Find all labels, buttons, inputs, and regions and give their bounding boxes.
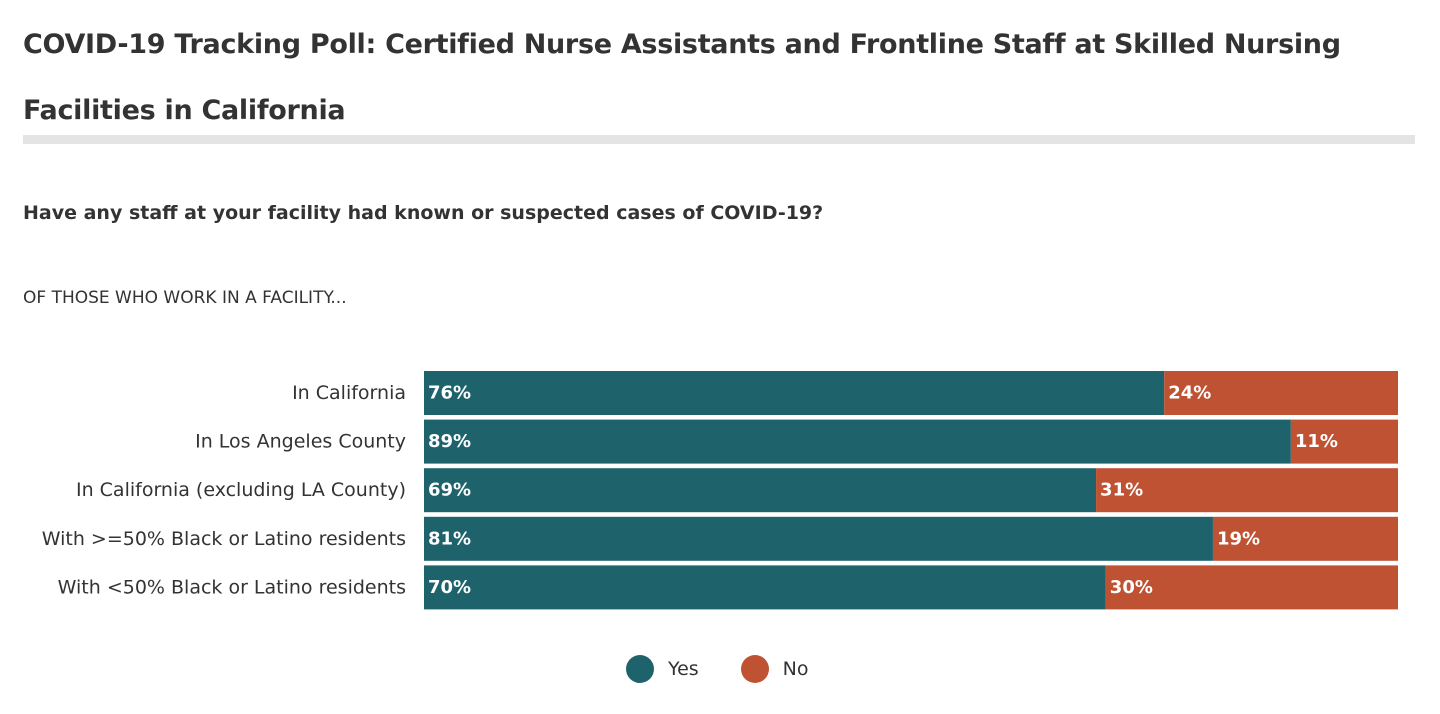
legend-item-yes[interactable]: Yes bbox=[626, 655, 699, 683]
bar-segment-yes bbox=[424, 468, 1097, 513]
legend-item-no[interactable]: No bbox=[740, 655, 809, 683]
data-label-yes: 70% bbox=[428, 577, 471, 598]
category-label: In California bbox=[292, 382, 406, 404]
legend-swatch-no bbox=[740, 655, 769, 683]
data-label-no: 19% bbox=[1217, 528, 1260, 549]
bar-segment-no bbox=[1212, 516, 1398, 561]
bar-segment-no bbox=[1096, 468, 1398, 513]
bar-segment-yes bbox=[424, 419, 1291, 464]
title-divider bbox=[23, 135, 1415, 144]
legend-label-no: No bbox=[782, 658, 809, 680]
bar-segment-no bbox=[1105, 565, 1398, 610]
bar-segment-yes bbox=[424, 516, 1213, 561]
bar-segment-no bbox=[1164, 371, 1398, 415]
category-label: With <50% Black or Latino residents bbox=[58, 576, 406, 598]
data-label-no: 24% bbox=[1168, 383, 1211, 404]
chart-question: Have any staff at your facility had know… bbox=[23, 202, 824, 224]
category-label: With >=50% Black or Latino residents bbox=[42, 528, 406, 550]
chart-legend: Yes No bbox=[626, 655, 809, 683]
data-label-no: 31% bbox=[1100, 480, 1143, 501]
data-label-no: 30% bbox=[1110, 577, 1153, 598]
data-label-yes: 89% bbox=[428, 431, 471, 452]
legend-swatch-yes bbox=[626, 655, 654, 683]
bar-segment-yes bbox=[424, 565, 1106, 610]
chart-subhead: OF THOSE WHO WORK IN A FACILITY... bbox=[23, 288, 347, 308]
category-label: In Los Angeles County bbox=[195, 431, 406, 453]
category-label: In California (excluding LA County) bbox=[76, 479, 406, 501]
data-label-yes: 69% bbox=[428, 480, 471, 501]
legend-label-yes: Yes bbox=[668, 658, 699, 680]
data-label-no: 11% bbox=[1295, 431, 1338, 452]
bar-segment-yes bbox=[424, 371, 1165, 415]
page-title: COVID-19 Tracking Poll: Certified Nurse … bbox=[23, 29, 1341, 126]
data-label-yes: 76% bbox=[428, 383, 471, 404]
stacked-bar-chart: In California 76% 24% In Los Angeles County… bbox=[42, 371, 1398, 610]
data-label-yes: 81% bbox=[428, 528, 471, 549]
bar-segment-no bbox=[1290, 419, 1398, 464]
